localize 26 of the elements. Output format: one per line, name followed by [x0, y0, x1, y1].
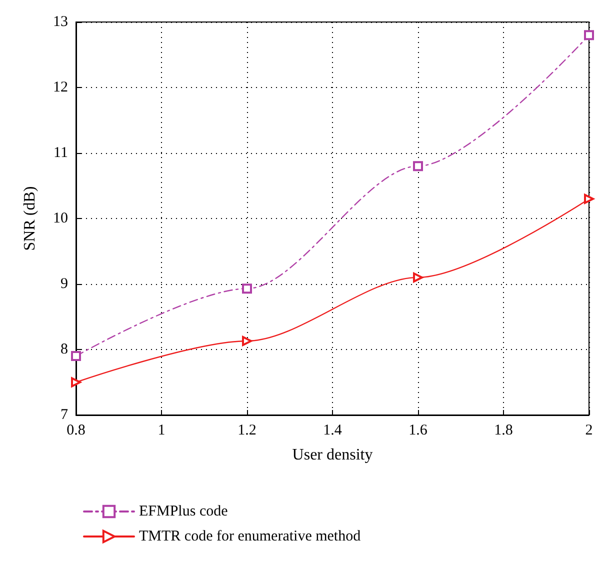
x-tick-label: 1.8	[494, 422, 513, 438]
point	[71, 351, 81, 362]
x-tick-label: 1.4	[323, 422, 342, 438]
point	[584, 30, 594, 40]
point	[413, 272, 423, 282]
point	[242, 336, 252, 346]
x-tick-label: 2	[585, 422, 593, 438]
y-tick-label: 8	[60, 342, 68, 358]
y-tick-label: 13	[53, 14, 68, 30]
y-tick-label: 11	[54, 145, 68, 161]
x-tick-label: 1.2	[238, 422, 256, 438]
y-tick-label: 10	[53, 210, 68, 226]
y-tick-label: 7	[60, 407, 68, 423]
x-tick-label: 1.6	[408, 422, 428, 438]
legend-label: EFMPlus code	[139, 504, 228, 520]
y-tick-label: 12	[53, 80, 68, 96]
y-tick-label: 9	[60, 276, 68, 292]
point	[584, 194, 594, 204]
y-axis-title: SNR (dB)	[22, 186, 38, 251]
legend-label: TMTR code for enumerative method	[139, 528, 362, 544]
point	[413, 161, 423, 172]
point	[242, 284, 252, 294]
point	[71, 377, 81, 388]
x-axis-title: User density	[292, 446, 373, 464]
x-tick-label: 1	[158, 422, 166, 438]
x-tick-label: 0.8	[66, 422, 86, 438]
